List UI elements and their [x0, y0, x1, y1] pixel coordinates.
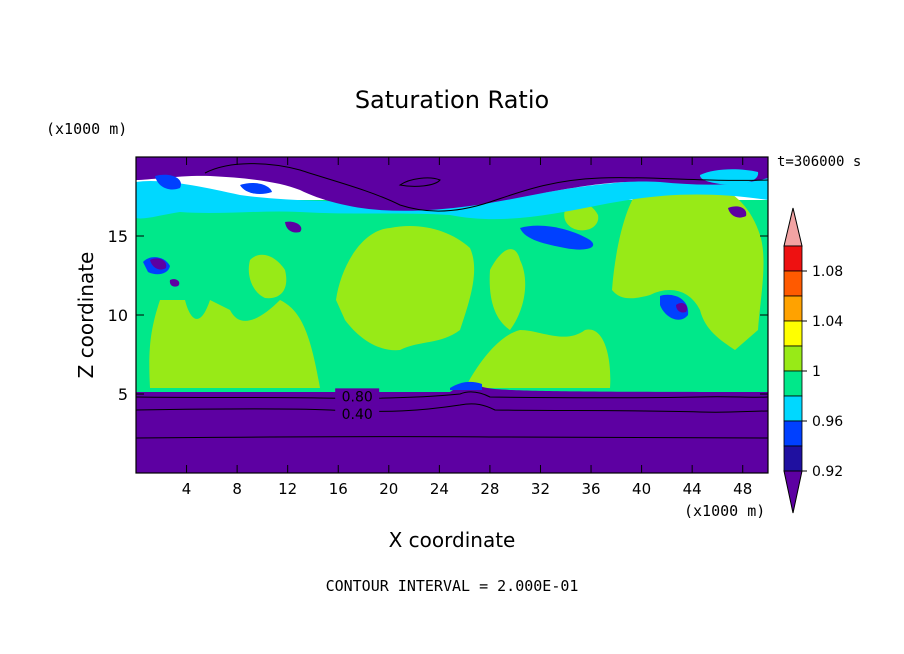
x-axis-ticks: 4 8 12 16 20 24 28 32 36 40 44 48 — [182, 157, 752, 498]
contour-label: 0.40 — [342, 407, 373, 423]
x-tick-label: 36 — [581, 480, 600, 498]
x-tick-label: 4 — [182, 480, 192, 498]
x-axis-label: X coordinate — [388, 528, 516, 552]
colorbar-box — [783, 370, 803, 397]
colorbar-tick-label: 1.04 — [812, 314, 843, 330]
contour-label-bg — [335, 388, 380, 403]
saturation-field — [136, 157, 768, 473]
colorbar-box — [783, 345, 803, 372]
time-label: t=306000 s — [777, 154, 862, 170]
colorbar-tick-label: 0.92 — [812, 464, 843, 480]
x-tick-label: 28 — [480, 480, 499, 498]
x-tick-label: 16 — [329, 480, 348, 498]
colorbar: 1.08 1.04 1 0.96 0.92 — [783, 207, 843, 514]
contour-label-bg — [335, 405, 380, 420]
y-unit-label: (x1000 m) — [46, 120, 128, 138]
x-unit-label: (x1000 m) — [684, 502, 766, 520]
colorbar-box — [783, 270, 803, 297]
y-tick-label: 10 — [108, 306, 128, 325]
colorbar-box — [783, 295, 803, 322]
contour-interval-note: CONTOUR INTERVAL = 2.000E-01 — [325, 577, 579, 595]
colorbar-box — [783, 445, 803, 472]
x-tick-label: 20 — [379, 480, 398, 498]
x-tick-label: 8 — [232, 480, 242, 498]
contour-labels: 0.80 0.40 — [335, 388, 380, 423]
x-tick-label: 44 — [683, 480, 702, 498]
y-axis-ticks: 5 10 15 — [108, 227, 768, 404]
colorbar-box — [783, 395, 803, 422]
x-tick-label: 12 — [278, 480, 297, 498]
y-tick-label: 5 — [118, 385, 128, 404]
colorbar-box — [783, 420, 803, 447]
contour-label: 0.80 — [342, 389, 373, 405]
colorbar-top-triangle — [783, 207, 803, 247]
colorbar-tick-label: 0.96 — [812, 414, 843, 430]
x-tick-label: 32 — [531, 480, 550, 498]
colorbar-box — [783, 245, 803, 272]
x-tick-label: 24 — [430, 480, 449, 498]
x-tick-label: 48 — [733, 480, 752, 498]
chart-title: Saturation Ratio — [354, 86, 550, 114]
colorbar-tick-label: 1 — [812, 364, 821, 380]
colorbar-bottom-triangle — [783, 470, 803, 514]
colorbar-tick-label: 1.08 — [812, 264, 843, 280]
colorbar-box — [783, 320, 803, 347]
y-tick-label: 15 — [108, 227, 128, 246]
x-tick-label: 40 — [632, 480, 651, 498]
